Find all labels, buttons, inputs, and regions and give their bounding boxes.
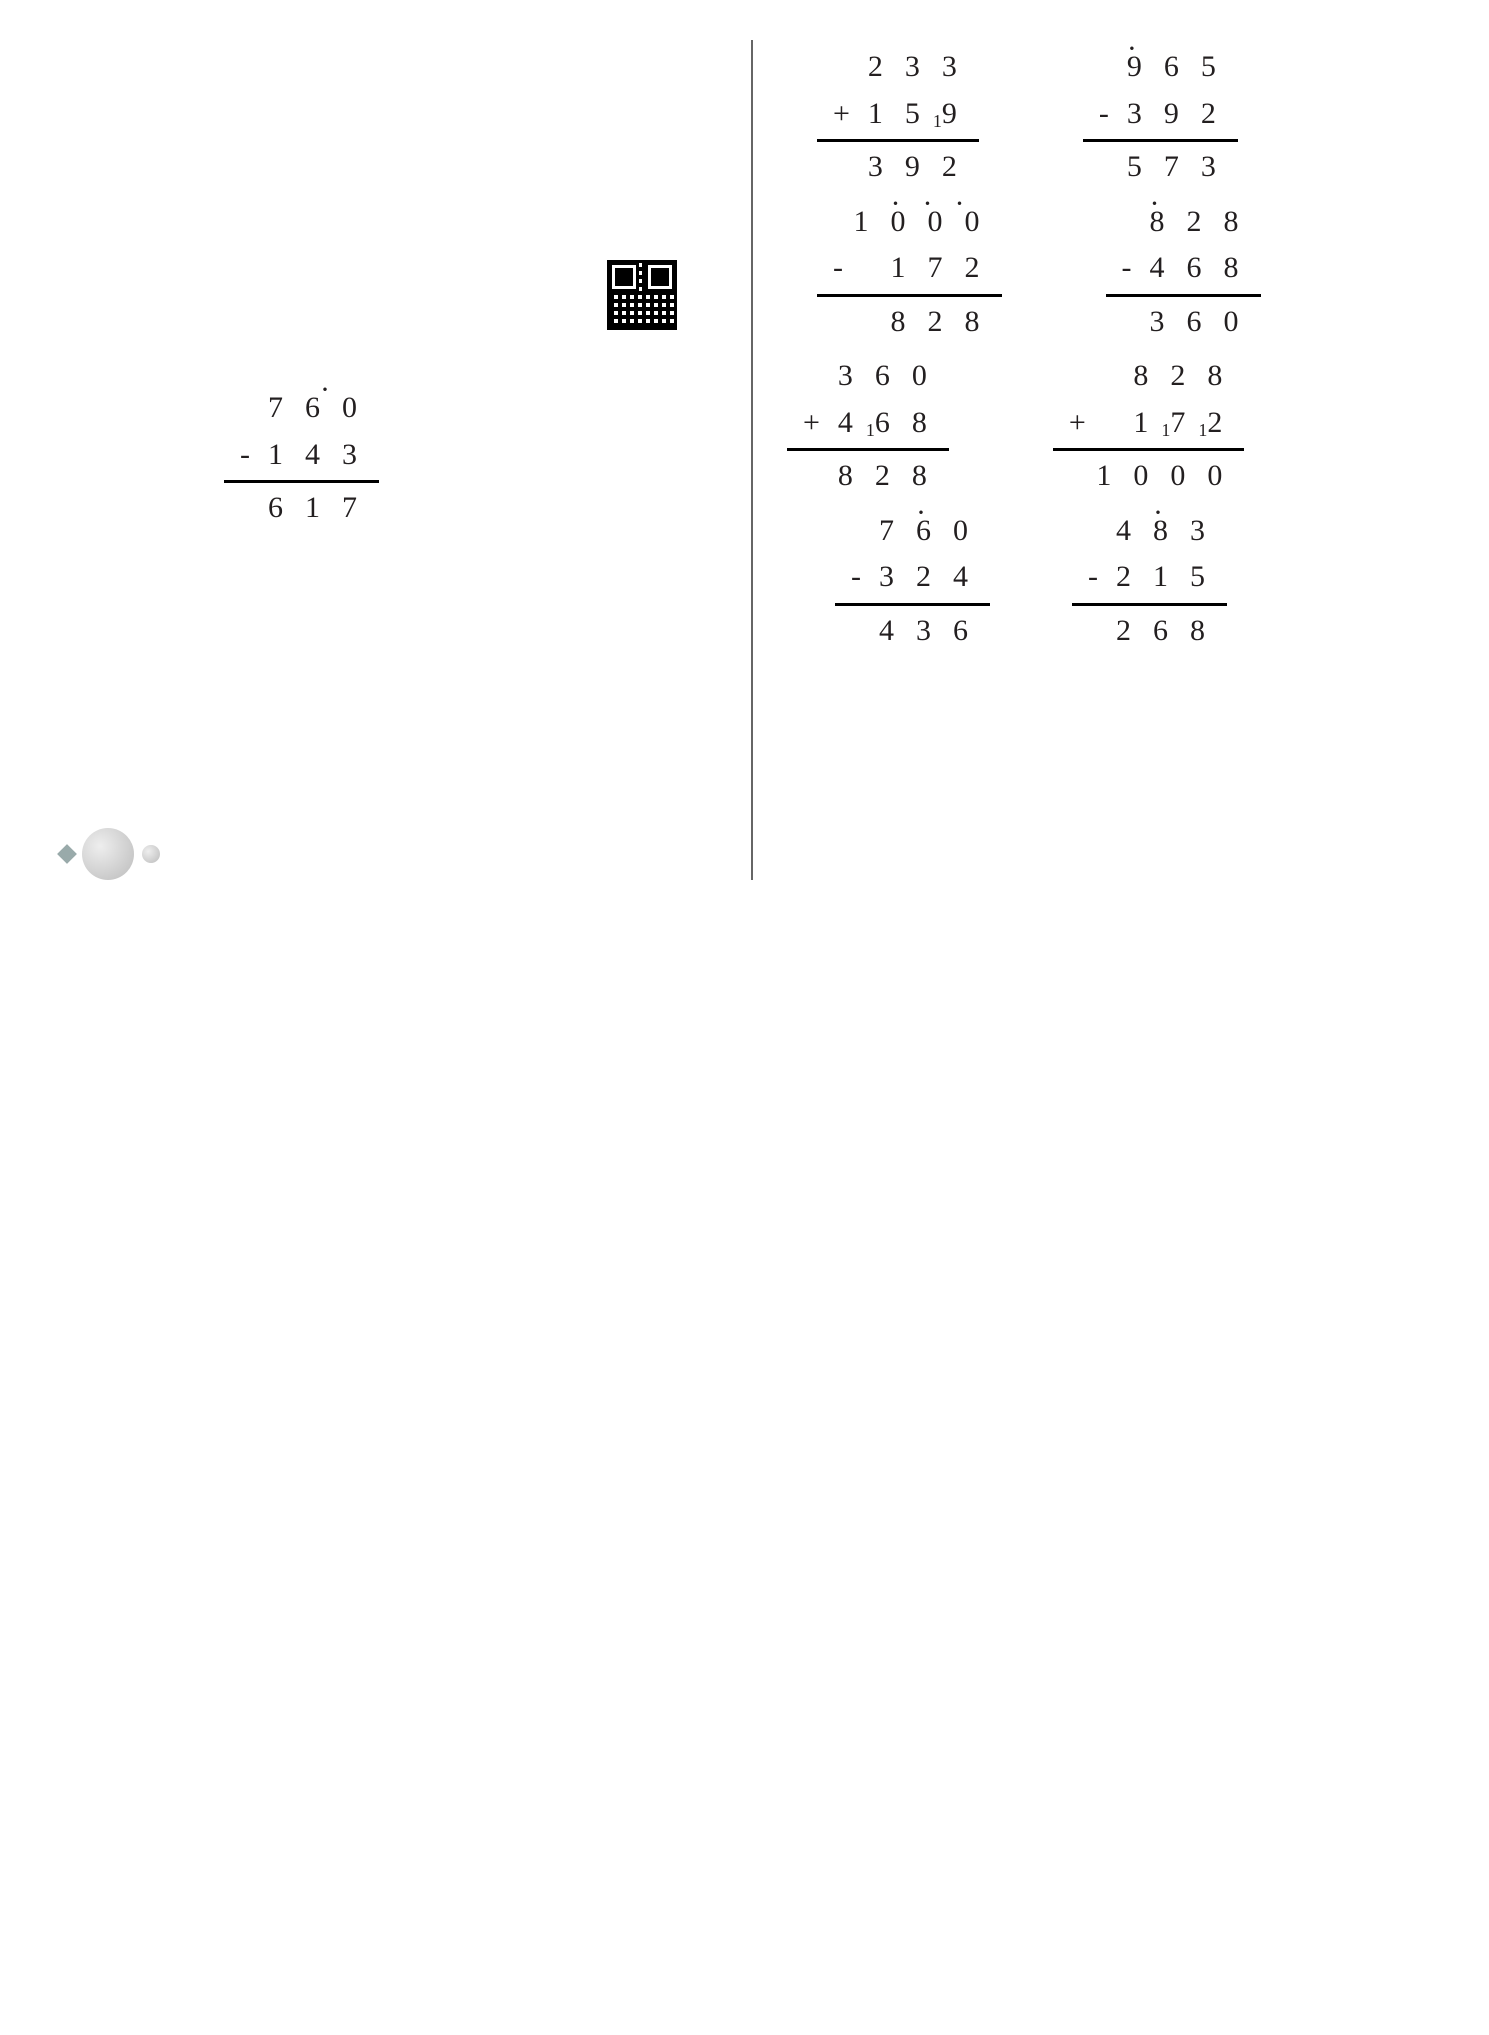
page-number-wrap — [60, 828, 160, 880]
rule — [1072, 603, 1227, 606]
r-q5 — [793, 714, 1404, 770]
r1: ·828 — [1122, 199, 1261, 246]
vcalc-r1a: 233 +1519 392 — [833, 44, 979, 191]
r1: 233 — [833, 44, 979, 91]
rule — [1083, 139, 1238, 142]
r2: -468 — [1122, 245, 1261, 292]
right-column: 233 +1519 392 ·965 -392 573 1···000 - 17… — [753, 40, 1439, 880]
minus-icon: - — [240, 438, 268, 471]
qr-block — [607, 260, 711, 330]
q6 — [100, 207, 711, 263]
plus-icon: + — [803, 406, 838, 439]
rule — [787, 448, 949, 451]
r-q4 — [793, 658, 1404, 714]
calc-pair-2: 1···000 - 172 828 ·828 -468 360 — [793, 195, 1404, 350]
dot-icon — [142, 845, 160, 863]
vcalc-r1: 7·60 — [240, 385, 379, 432]
r2: - 172 — [833, 245, 1002, 292]
calc-pair-1: 233 +1519 392 ·965 -392 573 — [793, 40, 1404, 195]
minus-icon: - — [1122, 251, 1150, 284]
left-column: 7·60 -143 617 — [100, 40, 753, 880]
r1: 828 — [1069, 353, 1244, 400]
q3-pair: 7·60 -324 436 4·83 -215 268 — [793, 504, 1404, 659]
diamond-icon — [57, 844, 77, 864]
page-number — [82, 828, 134, 880]
r2: -324 — [851, 554, 990, 601]
vcalc-r2a: 1···000 - 172 828 — [833, 199, 1002, 346]
rule — [1053, 448, 1244, 451]
rule — [1106, 294, 1261, 297]
r3: 828 — [803, 453, 949, 500]
r3: 436 — [851, 608, 990, 655]
vertical-calc-left-1: 7·60 -143 617 — [240, 385, 379, 532]
r3: 360 — [1122, 299, 1261, 346]
r2: -392 — [1099, 91, 1238, 138]
r3: 268 — [1088, 608, 1227, 655]
r3: 573 — [1099, 144, 1238, 191]
r2: +1519 — [833, 91, 979, 138]
plus-icon: + — [1069, 406, 1104, 439]
r1: ·965 — [1099, 44, 1238, 91]
minus-icon: - — [1099, 97, 1127, 130]
vcalc-r1b: ·965 -392 573 — [1099, 44, 1238, 191]
calc-rule — [224, 480, 379, 483]
vcalc-3a: 7·60 -324 436 — [851, 508, 990, 655]
r1: 1···000 — [833, 199, 1002, 246]
vcalc-v1: 360 +4168 828 — [803, 353, 949, 500]
vcalc-3b: 4·83 -215 268 — [1088, 508, 1227, 655]
sec2-q2 — [100, 326, 711, 382]
rule — [817, 294, 1002, 297]
r2: +4168 — [803, 400, 949, 447]
plus-icon: + — [833, 97, 868, 130]
r1: 360 — [803, 353, 949, 400]
minus-icon: - — [833, 251, 861, 284]
vcalc-r2: -143 — [240, 432, 379, 479]
content-columns: 7·60 -143 617 233 +1519 392 ·965 -392 — [100, 40, 1439, 880]
r-q6 — [793, 769, 1404, 825]
rule — [817, 139, 979, 142]
r1: 4·83 — [1088, 508, 1227, 555]
r1: 7·60 — [851, 508, 990, 555]
vcalc-r3: 617 — [240, 485, 379, 532]
minus-icon: - — [851, 560, 879, 593]
page: 7·60 -143 617 233 +1519 392 ·965 -392 — [0, 0, 1489, 900]
r2: -215 — [1088, 554, 1227, 601]
vcalc-v2: 828 + 11712 1000 — [1069, 353, 1244, 500]
rule — [835, 603, 990, 606]
r2: + 11712 — [1069, 400, 1244, 447]
r-q7 — [793, 825, 1404, 881]
q5 — [100, 151, 711, 207]
minus-icon: - — [1088, 560, 1116, 593]
verify-pair: 360 +4168 828 828 + 11712 1000 — [793, 349, 1404, 504]
qr-code-icon — [607, 260, 677, 330]
vcalc-r2b: ·828 -468 360 — [1122, 199, 1261, 346]
q4 — [100, 96, 711, 152]
r3: 828 — [833, 299, 1002, 346]
q3 — [100, 40, 711, 96]
